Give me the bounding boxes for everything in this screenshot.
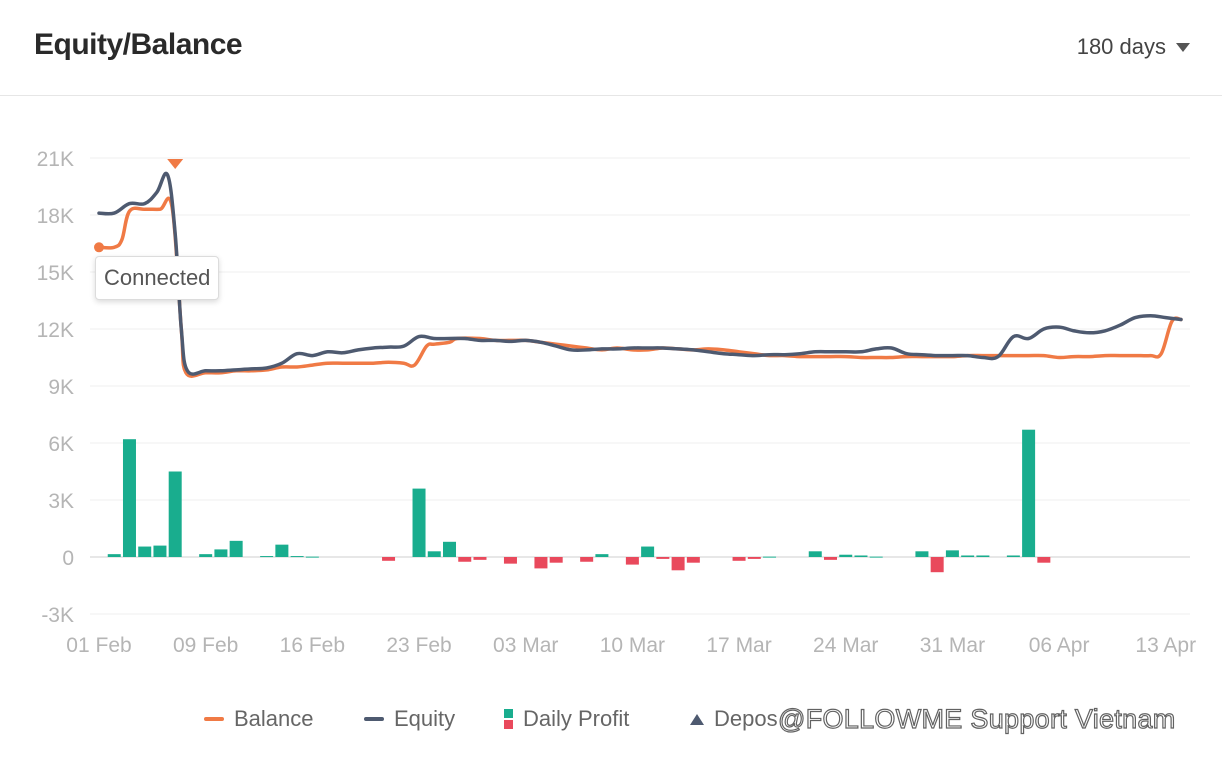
daily-profit-bar <box>122 439 136 557</box>
legend-daily-profit[interactable]: Daily Profit <box>504 706 629 732</box>
daily-profit-bar <box>686 557 700 563</box>
daily-profit-bar <box>747 557 761 559</box>
legend-balance[interactable]: Balance <box>204 706 314 732</box>
x-tick-label: 16 Feb <box>280 634 345 657</box>
panel-header: Equity/Balance 180 days <box>0 0 1222 96</box>
x-tick-label: 17 Mar <box>706 634 771 657</box>
daily-profit-bar <box>138 546 152 557</box>
daily-profit-bar <box>1037 557 1051 563</box>
daily-profit-bar <box>595 554 609 557</box>
series-lines <box>97 171 1183 378</box>
daily-profit-bar <box>915 551 929 557</box>
watermark: @FOLLOWME Support Vietnam <box>777 703 1176 735</box>
daily-profit-bar <box>808 551 822 557</box>
daily-profit-bar <box>275 544 289 557</box>
deposit-marker <box>167 159 184 169</box>
daily-profit-bar <box>168 471 182 557</box>
x-tick-label: 03 Mar <box>493 634 558 657</box>
daily-profit-bar <box>656 557 670 559</box>
legend-daily-profit-label: Daily Profit <box>523 706 630 731</box>
chevron-down-icon <box>1176 42 1190 52</box>
daily-profit-bar <box>671 557 685 571</box>
daily-profit-bar <box>382 557 396 561</box>
y-tick-label: 18K <box>37 205 74 228</box>
daily-profit-bar <box>290 556 304 558</box>
x-tick-label: 24 Mar <box>813 634 878 657</box>
y-axis-labels: 21K 18K 15K 12K 9K 6K 3K 0 -3K <box>37 148 74 627</box>
y-tick-label: -3K <box>41 604 74 627</box>
daily-profit-bar <box>153 545 167 557</box>
x-tick-label: 13 Apr <box>1135 634 1196 657</box>
daily-profit-bar <box>214 549 228 557</box>
deposit-triangle-icon <box>690 713 704 725</box>
daily-profit-swatch <box>504 709 513 729</box>
x-tick-label: 31 Mar <box>920 634 985 657</box>
x-tick-label: 23 Feb <box>386 634 451 657</box>
daily-profit-bar <box>549 557 563 563</box>
daily-profit-bar <box>930 557 944 573</box>
daily-profit-bar <box>443 541 457 557</box>
daily-profit-bar <box>503 557 517 564</box>
daily-profit-bar <box>823 557 837 560</box>
daily-profit-bar <box>305 556 319 558</box>
daily-profit-bar <box>229 540 243 557</box>
y-tick-label: 6K <box>48 433 74 456</box>
legend-deposit[interactable]: Depos <box>690 706 778 732</box>
x-axis-labels: 01 Feb 09 Feb 16 Feb 23 Feb 03 Mar 10 Mar 17 M… <box>66 634 1196 657</box>
legend-balance-label: Balance <box>234 706 314 731</box>
panel-title: Equity/Balance <box>34 28 243 61</box>
x-tick-label: 06 Apr <box>1029 634 1090 657</box>
range-label: 180 days <box>1076 34 1166 59</box>
connected-point <box>94 242 104 253</box>
daily-profit-bar <box>1022 429 1036 557</box>
daily-profit-bar <box>1006 555 1020 557</box>
daily-profit-bar <box>732 557 746 561</box>
watermark-text: @FOLLOWME Support Vietnam <box>777 703 1176 734</box>
daily-profit-bar <box>199 554 213 557</box>
daily-profit-bar <box>534 557 548 569</box>
y-tick-label: 15K <box>37 262 74 285</box>
daily-profit-bar <box>854 555 868 557</box>
daily-profit-bar <box>260 556 274 558</box>
legend-deposit-label: Depos <box>714 706 778 731</box>
daily-profit-bar <box>412 488 426 557</box>
daily-profit-bar <box>427 551 441 557</box>
y-tick-label: 12K <box>37 319 74 342</box>
daily-profit-bar <box>976 555 990 557</box>
x-tick-label: 01 Feb <box>66 634 131 657</box>
daily-profit-bar <box>945 550 959 557</box>
y-tick-label: 9K <box>48 376 74 399</box>
daily-profit-bar <box>869 556 883 558</box>
daily-profit-bars <box>107 429 1051 573</box>
connected-tooltip: Connected <box>95 256 220 300</box>
y-tick-label: 0 <box>62 547 74 570</box>
chart-legend: Balance Equity Daily Profit Depos <box>0 706 1222 742</box>
balance-swatch <box>204 717 224 721</box>
daily-profit-bar <box>625 557 639 565</box>
chart-grid <box>90 157 1190 615</box>
equity-line <box>97 171 1183 376</box>
equity-swatch <box>364 717 384 721</box>
daily-profit-bar <box>458 557 472 562</box>
equity-balance-chart[interactable]: 21K 18K 15K 12K 9K 6K 3K 0 -3K 01 Feb 09 Feb 16 Fe… <box>0 96 1222 696</box>
daily-profit-bar <box>580 557 594 562</box>
daily-profit-bar <box>839 554 853 557</box>
daily-profit-bar <box>107 554 121 557</box>
x-tick-label: 10 Mar <box>600 634 665 657</box>
markers <box>94 159 184 253</box>
daily-profit-bar <box>473 557 487 560</box>
range-dropdown[interactable]: 180 days <box>1077 34 1190 60</box>
x-tick-label: 09 Feb <box>173 634 238 657</box>
daily-profit-bar <box>641 546 655 557</box>
daily-profit-bar <box>961 555 975 557</box>
y-tick-label: 3K <box>48 490 74 513</box>
legend-equity-label: Equity <box>394 706 456 731</box>
daily-profit-bar <box>763 556 777 558</box>
legend-equity[interactable]: Equity <box>364 706 455 732</box>
y-tick-label: 21K <box>37 148 74 171</box>
